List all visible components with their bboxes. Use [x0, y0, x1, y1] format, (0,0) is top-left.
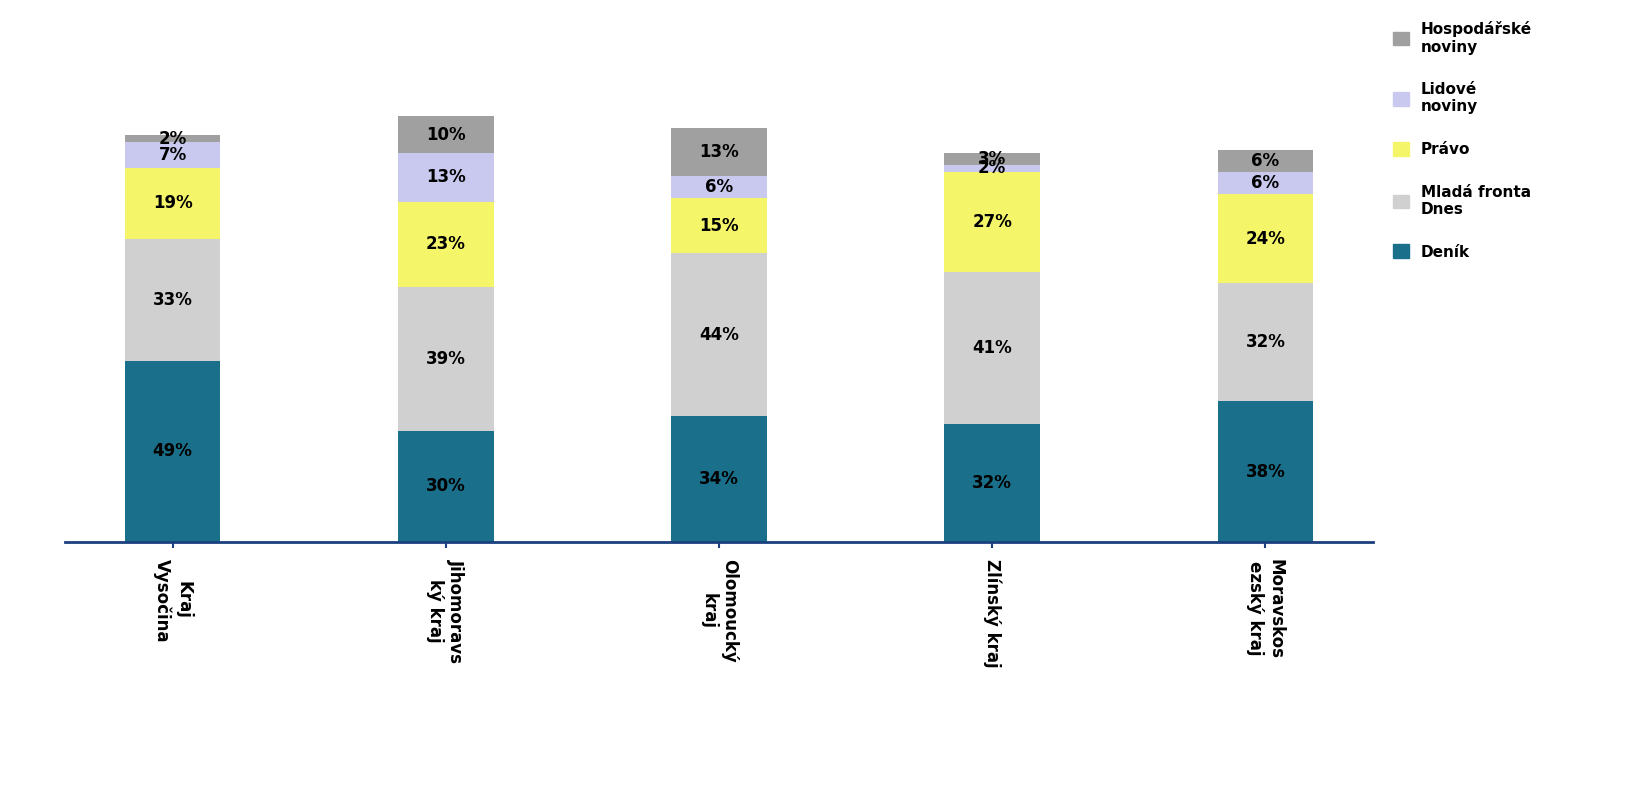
Text: 6%: 6% [1252, 174, 1279, 192]
Text: 2%: 2% [158, 130, 186, 147]
Text: 15%: 15% [699, 217, 739, 234]
Bar [399, 431, 493, 542]
Bar [1217, 150, 1314, 172]
Text: 30%: 30% [426, 477, 466, 496]
Text: 27%: 27% [972, 213, 1011, 231]
Bar [124, 143, 221, 168]
Bar [1217, 402, 1314, 542]
Text: 32%: 32% [1245, 333, 1286, 351]
Bar [124, 168, 221, 238]
Bar [944, 154, 1039, 164]
Text: 49%: 49% [152, 442, 193, 461]
Bar [672, 175, 766, 198]
Bar [124, 135, 221, 143]
Bar [399, 202, 493, 287]
Text: 39%: 39% [426, 350, 466, 367]
Text: 44%: 44% [699, 326, 739, 344]
Bar [944, 423, 1039, 542]
Bar [944, 272, 1039, 423]
Text: 6%: 6% [1252, 151, 1279, 170]
Legend: Hospodářské
noviny, Lidové
noviny, Právo, Mladá fronta
Dnes, Deník: Hospodářské noviny, Lidové noviny, Právo… [1394, 22, 1533, 260]
Bar [1217, 172, 1314, 194]
Bar [399, 287, 493, 431]
Text: 41%: 41% [972, 339, 1011, 357]
Text: 38%: 38% [1245, 462, 1286, 481]
Text: 33%: 33% [152, 291, 193, 308]
Text: 32%: 32% [972, 473, 1011, 492]
Bar [672, 198, 766, 253]
Text: 6%: 6% [704, 178, 734, 196]
Bar [399, 116, 493, 154]
Bar [1217, 283, 1314, 402]
Bar [672, 416, 766, 542]
Text: 19%: 19% [152, 194, 193, 212]
Bar [672, 128, 766, 175]
Bar [672, 253, 766, 416]
Text: 34%: 34% [699, 470, 739, 488]
Text: 7%: 7% [158, 147, 186, 164]
Bar [944, 164, 1039, 172]
Text: 3%: 3% [979, 150, 1007, 168]
Text: 13%: 13% [426, 168, 466, 186]
Bar [124, 238, 221, 360]
Bar [944, 172, 1039, 272]
Text: 10%: 10% [426, 126, 466, 144]
Text: 24%: 24% [1245, 230, 1286, 248]
Text: 23%: 23% [426, 235, 466, 253]
Bar [399, 154, 493, 202]
Bar [1217, 194, 1314, 283]
Bar [124, 360, 221, 542]
Text: 13%: 13% [699, 143, 739, 160]
Text: 2%: 2% [979, 159, 1007, 177]
